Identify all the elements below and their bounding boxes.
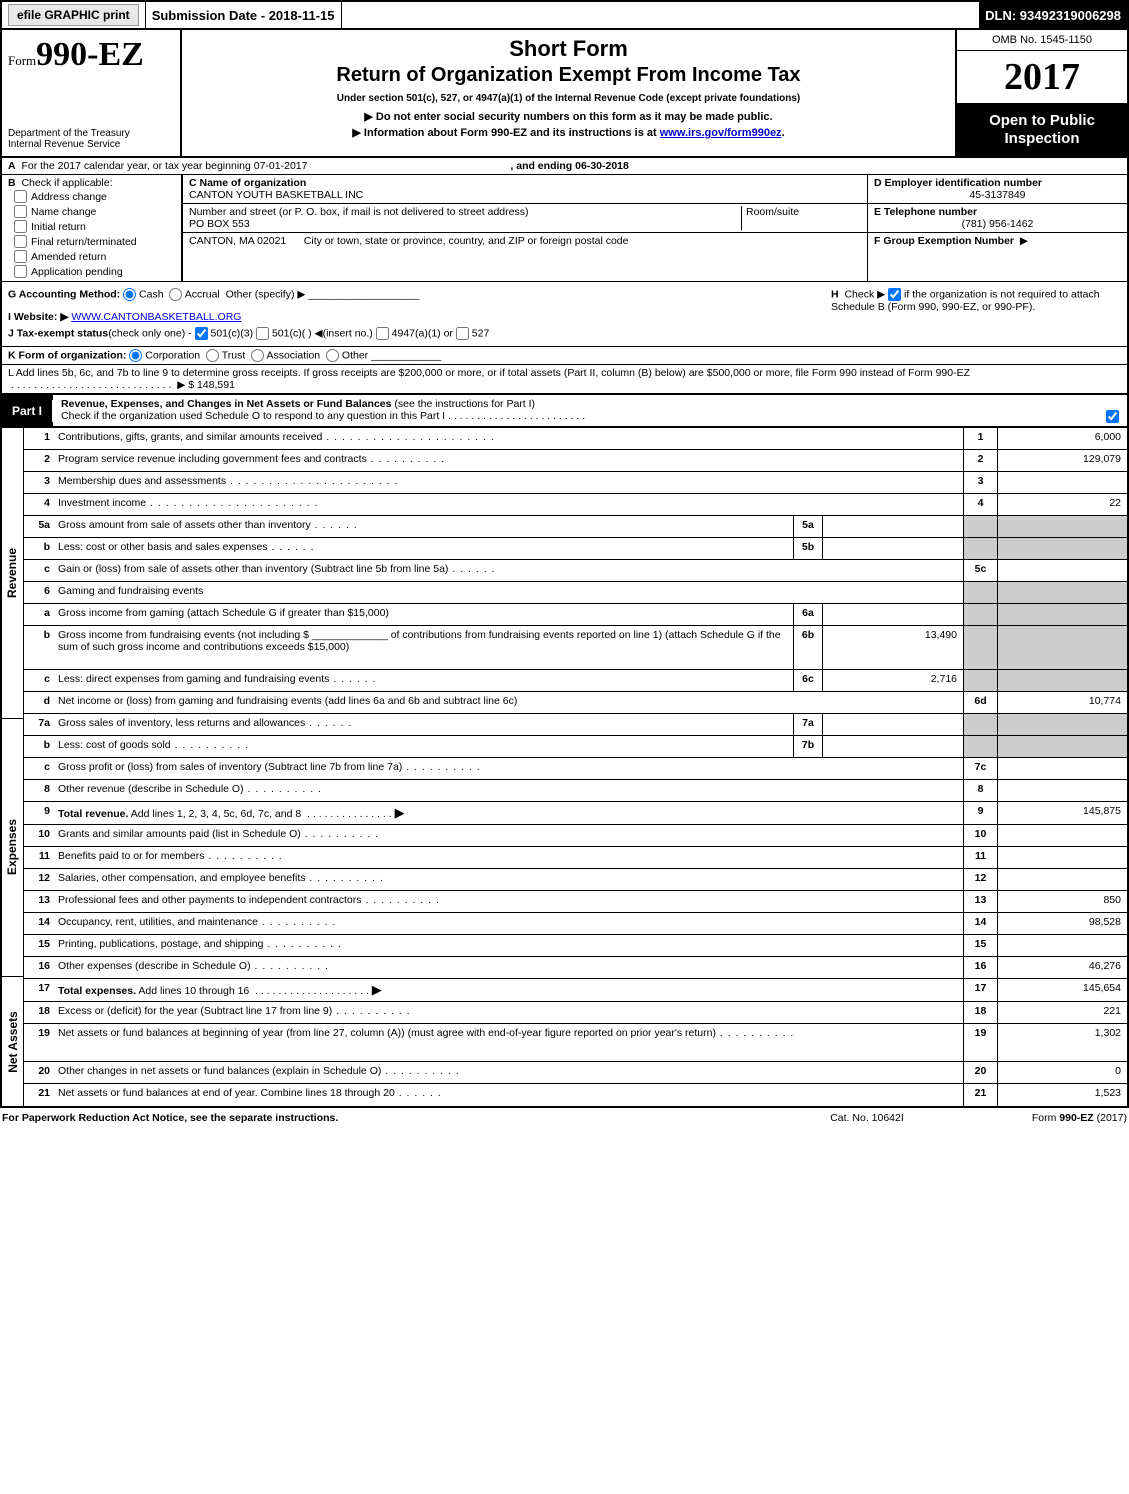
dln: DLN: 93492319006298 bbox=[979, 2, 1127, 28]
line-10: 10Grants and similar amounts paid (list … bbox=[24, 825, 1127, 847]
department: Department of the Treasury Internal Reve… bbox=[8, 128, 174, 150]
line-16: 16Other expenses (describe in Schedule O… bbox=[24, 957, 1127, 979]
line-11: 11Benefits paid to or for members11 bbox=[24, 847, 1127, 869]
line-7b: bLess: cost of goods sold7b bbox=[24, 736, 1127, 758]
chk-schedule-b[interactable] bbox=[888, 288, 901, 301]
line-5a: 5aGross amount from sale of assets other… bbox=[24, 516, 1127, 538]
open-to-public: Open to Public Inspection bbox=[957, 104, 1127, 156]
org-name: CANTON YOUTH BASKETBALL INC bbox=[189, 189, 861, 201]
chk-501c3[interactable] bbox=[195, 327, 208, 340]
line-3: 3Membership dues and assessments3 bbox=[24, 472, 1127, 494]
line-9: 9Total revenue. Add lines 1, 2, 3, 4, 5c… bbox=[24, 802, 1127, 825]
irs-link[interactable]: www.irs.gov/form990ez bbox=[660, 127, 782, 139]
vlabel-netassets: Net Assets bbox=[6, 1011, 20, 1073]
page-footer: For Paperwork Reduction Act Notice, see … bbox=[0, 1108, 1129, 1128]
radio-assoc[interactable] bbox=[251, 349, 264, 362]
part-i-table: Revenue Expenses Net Assets 1Contributio… bbox=[0, 428, 1129, 1108]
phone: (781) 956-1462 bbox=[874, 218, 1121, 230]
chk-527[interactable] bbox=[456, 327, 469, 340]
line-5b: bLess: cost or other basis and sales exp… bbox=[24, 538, 1127, 560]
gross-receipts: ▶ $ 148,591 bbox=[177, 379, 235, 391]
section-text: Under section 501(c), 527, or 4947(a)(1)… bbox=[190, 93, 947, 104]
note-info: ▶ Information about Form 990-EZ and its … bbox=[190, 126, 947, 139]
omb-number: OMB No. 1545-1150 bbox=[957, 30, 1127, 51]
line-19: 19Net assets or fund balances at beginni… bbox=[24, 1024, 1127, 1062]
line-15: 15Printing, publications, postage, and s… bbox=[24, 935, 1127, 957]
title-return: Return of Organization Exempt From Incom… bbox=[190, 64, 947, 87]
line-6: 6Gaming and fundraising events bbox=[24, 582, 1127, 604]
line-6a: aGross income from gaming (attach Schedu… bbox=[24, 604, 1127, 626]
chk-schedule-o[interactable] bbox=[1106, 410, 1119, 423]
line-20: 20Other changes in net assets or fund ba… bbox=[24, 1062, 1127, 1084]
section-a-to-l: A For the 2017 calendar year, or tax yea… bbox=[0, 158, 1129, 395]
efile-print-button[interactable]: efile GRAPHIC print bbox=[8, 4, 139, 26]
website-link[interactable]: WWW.CANTONBASKETBALL.ORG bbox=[71, 311, 241, 323]
line-7c: cGross profit or (loss) from sales of in… bbox=[24, 758, 1127, 780]
vlabel-revenue: Revenue bbox=[6, 548, 20, 598]
line-14: 14Occupancy, rent, utilities, and mainte… bbox=[24, 913, 1127, 935]
radio-trust[interactable] bbox=[206, 349, 219, 362]
form-number: Form990-EZ bbox=[8, 36, 174, 74]
room-suite-label: Room/suite bbox=[741, 206, 861, 230]
line-7a: 7aGross sales of inventory, less returns… bbox=[24, 714, 1127, 736]
line-6d: dNet income or (loss) from gaming and fu… bbox=[24, 692, 1127, 714]
radio-corp[interactable] bbox=[129, 349, 142, 362]
radio-cash[interactable] bbox=[123, 288, 136, 301]
chk-4947[interactable] bbox=[376, 327, 389, 340]
line-2: 2Program service revenue including gover… bbox=[24, 450, 1127, 472]
chk-application-pending[interactable] bbox=[14, 265, 27, 278]
radio-accrual[interactable] bbox=[169, 288, 182, 301]
submission-date: Submission Date - 2018-11-15 bbox=[146, 2, 342, 28]
line-6c: cLess: direct expenses from gaming and f… bbox=[24, 670, 1127, 692]
ein: 45-3137849 bbox=[874, 189, 1121, 201]
org-address: PO BOX 553 bbox=[189, 218, 741, 230]
vlabel-expenses: Expenses bbox=[6, 819, 20, 875]
line-13: 13Professional fees and other payments t… bbox=[24, 891, 1127, 913]
line-12: 12Salaries, other compensation, and empl… bbox=[24, 869, 1127, 891]
chk-amended[interactable] bbox=[14, 250, 27, 263]
line-18: 18Excess or (deficit) for the year (Subt… bbox=[24, 1002, 1127, 1024]
tax-year: 2017 bbox=[957, 51, 1127, 104]
chk-name-change[interactable] bbox=[14, 205, 27, 218]
top-bar: efile GRAPHIC print Submission Date - 20… bbox=[0, 0, 1129, 30]
line-5c: cGain or (loss) from sale of assets othe… bbox=[24, 560, 1127, 582]
chk-501c[interactable] bbox=[256, 327, 269, 340]
form-header: Form990-EZ Department of the Treasury In… bbox=[0, 30, 1129, 158]
line-8: 8Other revenue (describe in Schedule O)8 bbox=[24, 780, 1127, 802]
radio-other[interactable] bbox=[326, 349, 339, 362]
org-city: CANTON, MA 02021 bbox=[189, 235, 286, 247]
chk-initial-return[interactable] bbox=[14, 220, 27, 233]
part-i-header: Part I Revenue, Expenses, and Changes in… bbox=[0, 395, 1129, 428]
line-4: 4Investment income422 bbox=[24, 494, 1127, 516]
line-6b: bGross income from fundraising events (n… bbox=[24, 626, 1127, 670]
line-21: 21Net assets or fund balances at end of … bbox=[24, 1084, 1127, 1106]
chk-address-change[interactable] bbox=[14, 190, 27, 203]
line-1: 1Contributions, gifts, grants, and simil… bbox=[24, 428, 1127, 450]
line-17: 17Total expenses. Add lines 10 through 1… bbox=[24, 979, 1127, 1002]
note-ssn: ▶ Do not enter social security numbers o… bbox=[190, 110, 947, 123]
chk-final-return[interactable] bbox=[14, 235, 27, 248]
title-short-form: Short Form bbox=[190, 36, 947, 62]
